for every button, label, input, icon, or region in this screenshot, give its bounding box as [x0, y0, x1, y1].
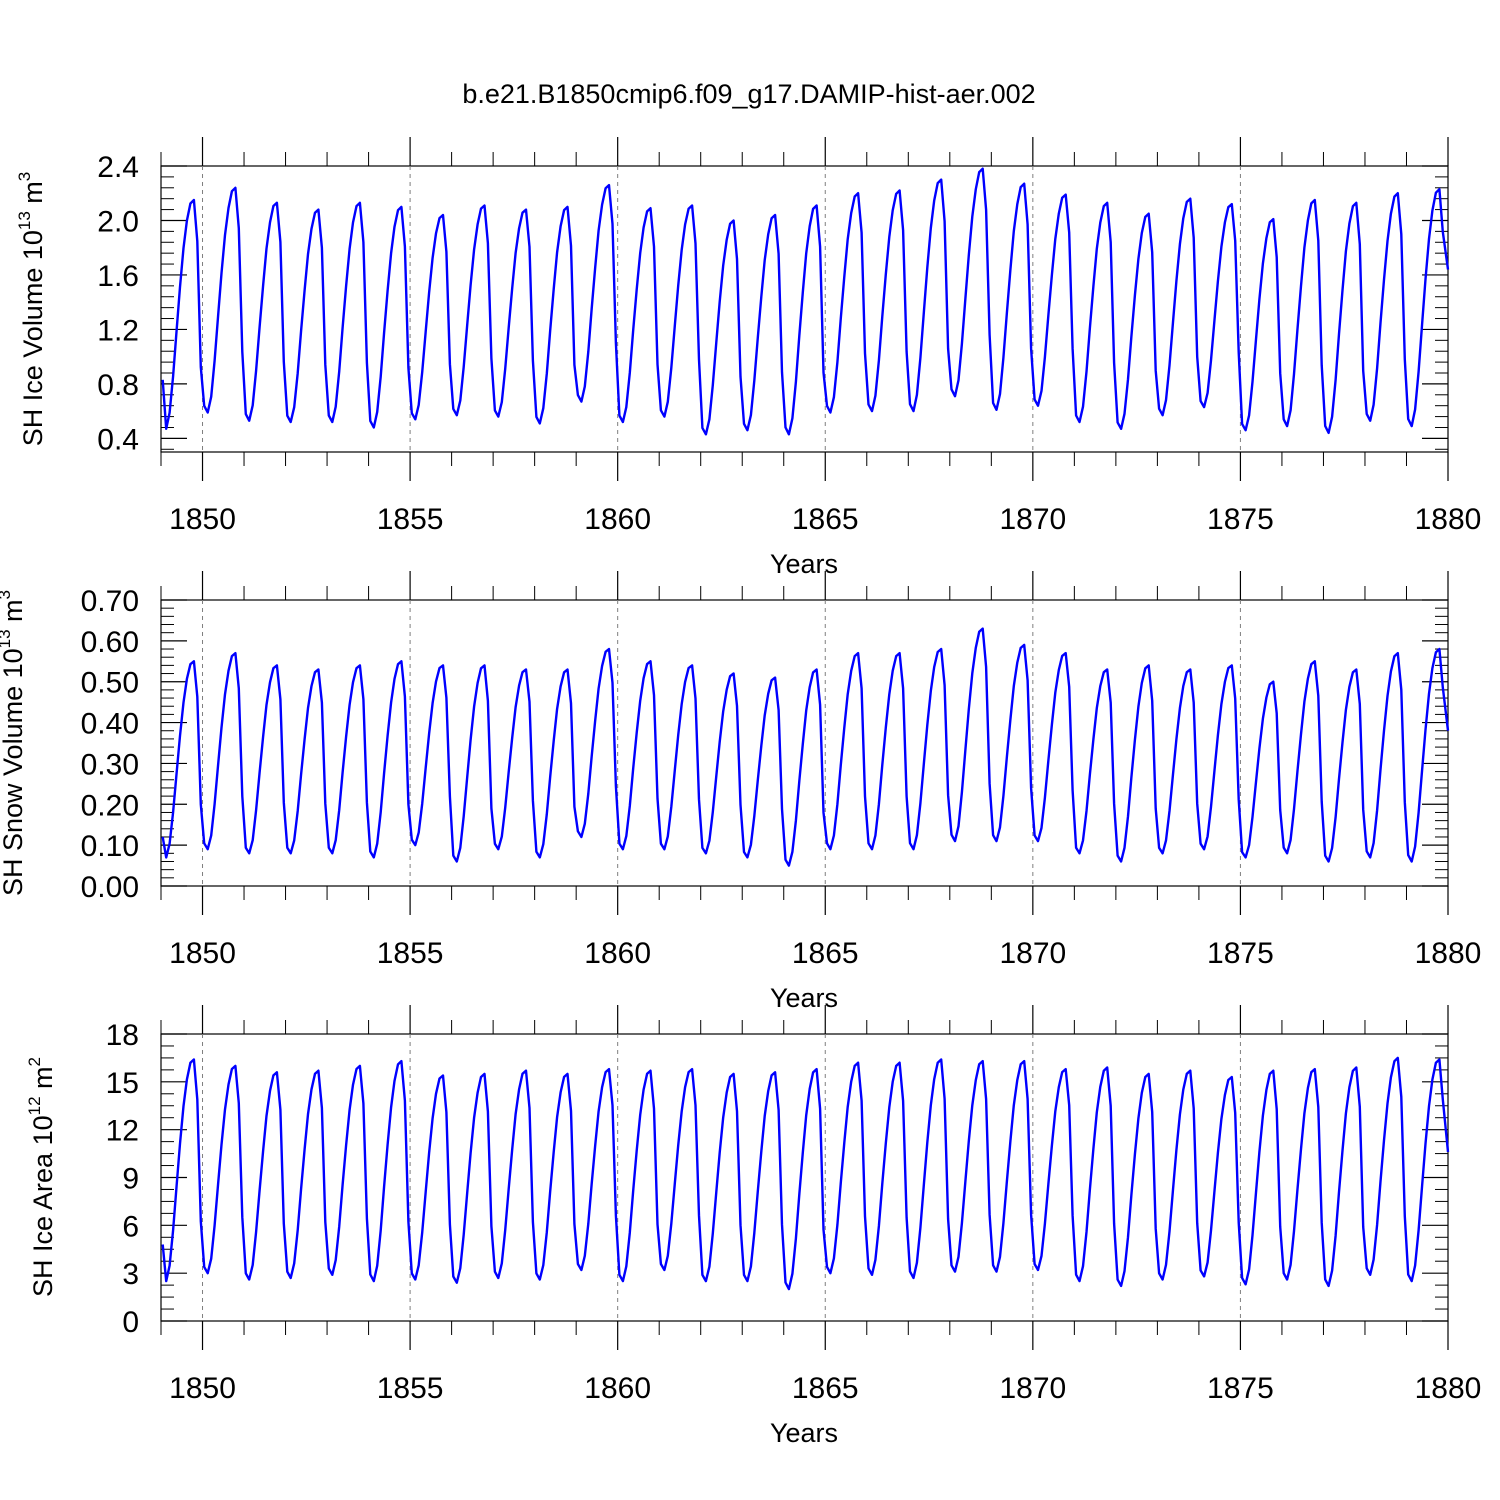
x-tick-label: 1865 [792, 503, 859, 536]
tick-marks [160, 1005, 1449, 1350]
tick-marks [160, 137, 1449, 481]
y-axis-label: SH Ice Area 1012 m2 [25, 1057, 58, 1297]
x-tick-label: 1865 [792, 1372, 859, 1405]
x-tick-label: 1875 [1207, 1372, 1274, 1405]
y-tick-label: 0.70 [81, 585, 139, 618]
y-tick-labels: 0.4 0.8 1.2 1.6 2.0 2.4 [97, 151, 139, 456]
x-tick-label: 1875 [1207, 503, 1274, 536]
y-tick-label: 1.6 [97, 260, 139, 293]
y-tick-labels: 0 3 6 9 12 15 18 [106, 1019, 139, 1339]
x-axis-label: Years [770, 983, 838, 1013]
vertical-dashed-lines [202, 600, 1241, 886]
y-axis-label-unit: m [18, 181, 48, 211]
x-tick-labels: 1850 1855 1860 1865 1870 1875 1880 [169, 503, 1481, 536]
y-axis-label-unit: m [0, 599, 28, 629]
y-tick-label: 0.00 [81, 871, 139, 904]
y-axis-label-prefix: SH Snow Volume 10 [0, 648, 28, 896]
panel-snow-volume: 0.000.100.200.300.400.500.600.70 1850 185… [0, 571, 1481, 1013]
y-axis-label: SH Ice Volume 1013 m3 [15, 172, 48, 447]
series-line-ice-volume [161, 167, 1450, 436]
y-tick-label: 2.4 [97, 151, 139, 184]
x-axis-label: Years [770, 1418, 838, 1448]
tick-marks [160, 571, 1449, 915]
y-tick-label: 6 [122, 1210, 139, 1243]
x-tick-label: 1850 [169, 1372, 236, 1405]
y-tick-labels: 0.00 0.10 0.20 0.30 0.40 0.50 0.60 0.70 [81, 585, 139, 904]
y-axis-label-unit-exponent: 2 [25, 1057, 44, 1066]
x-tick-label: 1880 [1415, 937, 1482, 970]
series-line-ice-area [161, 1056, 1450, 1291]
y-tick-label: 0.60 [81, 626, 139, 659]
y-axis-label-prefix: SH Ice Area 10 [28, 1115, 58, 1297]
x-tick-label: 1850 [169, 503, 236, 536]
panel-ice-volume: 0.40.81.21.62.02.4 1850 1855 1860 1865 1870 1… [15, 137, 1481, 579]
y-tick-label: 0.4 [97, 423, 139, 456]
figure-title: b.e21.B1850cmip6.f09_g17.DAMIP-hist-aer.… [462, 79, 1035, 109]
y-tick-label: 2.0 [97, 205, 139, 238]
y-tick-label: 0 [122, 1306, 139, 1339]
y-axis-label-unit-exponent: 3 [15, 172, 34, 181]
vertical-dashed-lines [202, 1034, 1241, 1321]
y-tick-label: 3 [122, 1258, 139, 1291]
y-axis-label-unit-exponent: 3 [0, 590, 14, 599]
x-tick-label: 1870 [999, 503, 1066, 536]
x-tick-label: 1855 [377, 1372, 444, 1405]
y-tick-label: 0.8 [97, 369, 139, 402]
y-tick-label: 1.2 [97, 314, 139, 347]
x-tick-label: 1875 [1207, 937, 1274, 970]
x-tick-label: 1860 [584, 1372, 651, 1405]
x-tick-label: 1870 [999, 937, 1066, 970]
plot-frame [160, 165, 1449, 453]
x-tick-labels: 1850 1855 1860 1865 1870 1875 1880 [169, 1372, 1481, 1405]
x-tick-label: 1855 [377, 937, 444, 970]
x-axis-label: Years [770, 549, 838, 579]
plot-frame [160, 599, 1449, 887]
x-tick-label: 1880 [1415, 1372, 1482, 1405]
y-axis-label-prefix: SH Ice Volume 10 [18, 230, 48, 446]
x-tick-label: 1880 [1415, 503, 1482, 536]
y-tick-label: 18 [106, 1019, 139, 1052]
y-tick-label: 0.30 [81, 748, 139, 781]
series-line-snow-volume [161, 627, 1450, 867]
x-tick-label: 1855 [377, 503, 444, 536]
y-tick-label: 0.50 [81, 667, 139, 700]
x-tick-label: 1860 [584, 503, 651, 536]
y-tick-label: 12 [106, 1115, 139, 1148]
vertical-dashed-lines [202, 166, 1241, 452]
x-tick-label: 1860 [584, 937, 651, 970]
x-tick-labels: 1850 1855 1860 1865 1870 1875 1880 [169, 937, 1481, 970]
x-tick-label: 1865 [792, 937, 859, 970]
x-tick-label: 1870 [999, 1372, 1066, 1405]
y-axis-label-unit: m [28, 1066, 58, 1096]
y-tick-label: 0.20 [81, 789, 139, 822]
y-tick-label: 15 [106, 1067, 139, 1100]
y-axis-label-exponent: 13 [0, 629, 14, 648]
x-tick-label: 1850 [169, 937, 236, 970]
y-axis-label: SH Snow Volume 1013 m3 [0, 590, 28, 896]
y-axis-label-exponent: 12 [25, 1096, 44, 1115]
y-tick-label: 0.10 [81, 830, 139, 863]
y-axis-label-exponent: 13 [15, 211, 34, 230]
y-tick-label: 9 [122, 1163, 139, 1196]
y-tick-label: 0.40 [81, 708, 139, 741]
